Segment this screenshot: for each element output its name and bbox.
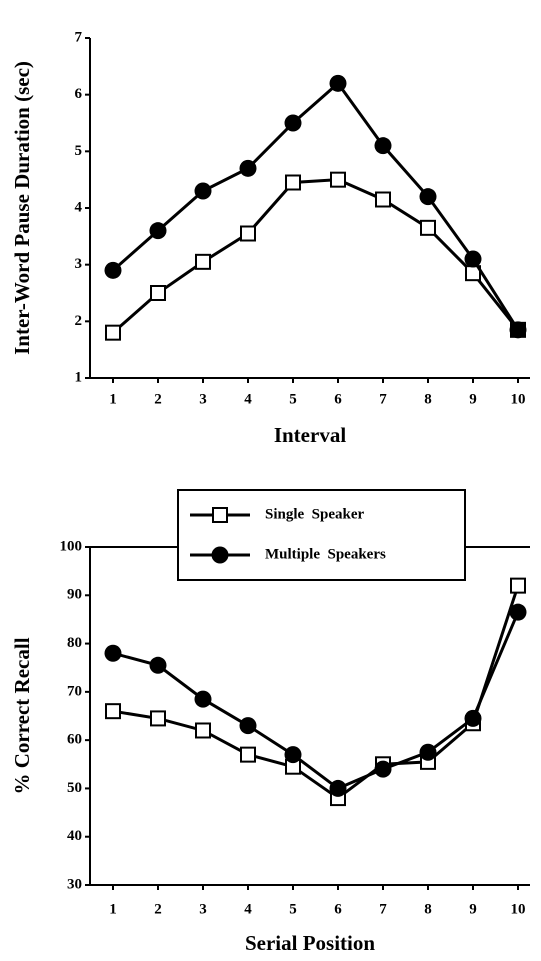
- x-tick-label: 6: [334, 391, 342, 407]
- marker: [105, 703, 121, 720]
- x-tick-label: 7: [379, 391, 387, 407]
- marker: [464, 709, 482, 727]
- series-line: [112, 585, 520, 800]
- y-tick-label: 70: [67, 683, 82, 699]
- legend-box: [177, 489, 466, 581]
- marker: [211, 546, 229, 564]
- marker: [104, 261, 122, 279]
- y-axis-label: Inter-Word Pause Duration (sec): [10, 61, 34, 355]
- marker: [195, 253, 211, 270]
- marker: [239, 159, 257, 177]
- x-tick-label: 2: [154, 901, 162, 917]
- series-line: [112, 178, 520, 334]
- marker: [150, 285, 166, 301]
- marker: [464, 250, 482, 268]
- y-tick-label: 60: [67, 732, 82, 748]
- y-tick-label: 4: [75, 199, 83, 215]
- series-line: [112, 81, 520, 331]
- marker: [285, 174, 301, 191]
- y-tick-label: 6: [75, 86, 83, 102]
- x-tick-label: 8: [424, 901, 432, 917]
- marker: [194, 690, 212, 708]
- marker: [240, 746, 256, 763]
- y-axis-label: % Correct Recall: [10, 637, 34, 794]
- y-tick-label: 40: [67, 828, 82, 844]
- marker: [284, 114, 302, 132]
- x-tick-label: 1: [109, 391, 117, 407]
- y-tick-label: 100: [60, 538, 83, 554]
- marker: [419, 188, 437, 206]
- marker: [509, 321, 527, 339]
- marker: [105, 324, 121, 341]
- x-tick-label: 5: [289, 391, 297, 407]
- marker: [329, 74, 347, 92]
- marker: [239, 717, 257, 735]
- marker: [510, 577, 526, 594]
- marker: [240, 225, 256, 242]
- legend-label: Single Speaker: [265, 506, 365, 522]
- marker: [284, 746, 302, 764]
- marker: [149, 222, 167, 240]
- y-tick-label: 5: [75, 143, 83, 159]
- marker: [420, 219, 436, 236]
- y-tick-label: 3: [75, 256, 83, 272]
- marker: [509, 603, 527, 621]
- x-tick-label: 4: [244, 391, 252, 407]
- x-axis-label: Serial Position: [245, 931, 375, 955]
- y-tick-label: 50: [67, 780, 82, 796]
- x-tick-label: 10: [511, 391, 526, 407]
- marker: [104, 644, 122, 662]
- marker: [374, 760, 392, 778]
- marker: [329, 779, 347, 797]
- marker: [419, 743, 437, 761]
- y-tick-label: 80: [67, 635, 82, 651]
- x-tick-label: 1: [109, 901, 117, 917]
- x-tick-label: 2: [154, 391, 162, 407]
- x-axis-label: Interval: [274, 423, 346, 447]
- x-tick-label: 7: [379, 901, 387, 917]
- marker: [374, 137, 392, 155]
- y-tick-label: 2: [75, 313, 83, 329]
- legend-label: Multiple Speakers: [265, 546, 386, 562]
- x-tick-label: 9: [469, 901, 477, 917]
- x-tick-label: 6: [334, 901, 342, 917]
- y-tick-label: 7: [75, 29, 83, 45]
- x-tick-label: 10: [511, 901, 526, 917]
- marker: [194, 182, 212, 200]
- series-line: [112, 611, 520, 791]
- y-tick-label: 90: [67, 587, 82, 603]
- x-tick-label: 4: [244, 901, 252, 917]
- x-tick-label: 9: [469, 391, 477, 407]
- x-tick-label: 3: [199, 391, 207, 407]
- marker: [330, 171, 346, 188]
- y-tick-label: 1: [75, 369, 83, 385]
- marker: [212, 507, 228, 523]
- marker: [195, 722, 211, 739]
- y-tick-label: 30: [67, 876, 82, 892]
- x-tick-label: 8: [424, 391, 432, 407]
- marker: [149, 656, 167, 674]
- x-tick-label: 3: [199, 901, 207, 917]
- x-tick-label: 5: [289, 901, 297, 917]
- marker: [375, 191, 391, 208]
- marker: [150, 710, 166, 727]
